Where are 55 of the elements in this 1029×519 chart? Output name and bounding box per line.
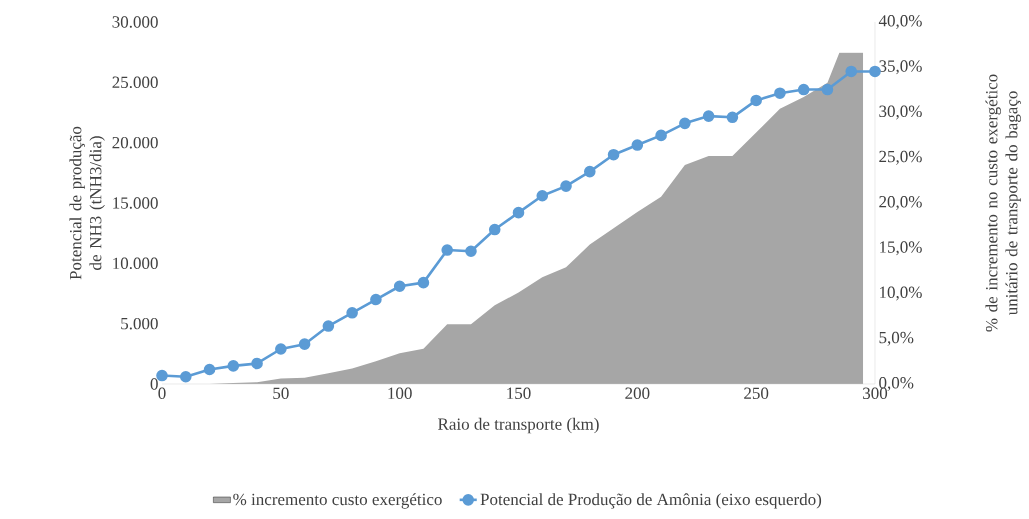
x-tick-label: 100 bbox=[388, 387, 412, 399]
point bbox=[298, 338, 311, 350]
point bbox=[774, 87, 786, 99]
point bbox=[275, 343, 287, 355]
point bbox=[417, 276, 430, 289]
point bbox=[465, 245, 477, 258]
point bbox=[346, 307, 358, 319]
point bbox=[845, 65, 858, 78]
y-tick-label: 30.000 bbox=[112, 16, 158, 28]
point bbox=[726, 111, 739, 124]
x-tick-label: 250 bbox=[744, 387, 769, 399]
point bbox=[655, 129, 667, 142]
y2-tick-label: 5,0% bbox=[879, 331, 914, 346]
y2-tick-label: 35,0% bbox=[879, 60, 922, 75]
y2-tick-label: 10,0% bbox=[880, 286, 922, 301]
y2-axis-title: % de incremento no custo exergético unitário de transporte do bagaço bbox=[985, 74, 1021, 332]
point bbox=[203, 363, 216, 376]
point bbox=[797, 83, 810, 96]
x-tick-label: 150 bbox=[507, 387, 531, 399]
point bbox=[251, 357, 263, 370]
point bbox=[560, 180, 572, 192]
y-tick-label: 15.000 bbox=[113, 197, 158, 209]
y-tick-label: 0 bbox=[150, 378, 158, 390]
y2-tick-label: 30,0% bbox=[879, 105, 922, 120]
y-tick-label: 25.000 bbox=[112, 76, 158, 89]
point bbox=[631, 139, 644, 151]
y2-tick-label: 15,0% bbox=[880, 241, 922, 256]
point bbox=[536, 189, 549, 202]
point bbox=[488, 223, 501, 236]
y-tick-label: 5.000 bbox=[121, 317, 158, 330]
x-tick-label: 50 bbox=[273, 387, 289, 399]
point bbox=[750, 94, 762, 107]
point bbox=[322, 320, 335, 332]
x-axis-title: Raio de transporte (km) bbox=[438, 417, 599, 434]
y-axis-title: Potencial de produção de NH3 (tNH3/dia) bbox=[69, 126, 105, 280]
x-tick-label: 0 bbox=[158, 387, 166, 399]
point bbox=[512, 206, 525, 219]
point bbox=[584, 165, 596, 178]
point bbox=[393, 280, 406, 293]
y-tick-label: 10.000 bbox=[113, 257, 158, 270]
point bbox=[227, 360, 240, 372]
legend-label: Potencial de Produção de Amônia (eixo esquerdo) bbox=[480, 493, 822, 509]
y2-tick-label: 20,0% bbox=[879, 196, 922, 210]
point bbox=[179, 370, 192, 383]
x-tick-label: 200 bbox=[625, 387, 650, 399]
point bbox=[607, 148, 620, 161]
point bbox=[679, 117, 691, 130]
point bbox=[702, 110, 715, 122]
point bbox=[821, 83, 834, 96]
y-tick-label: 20.000 bbox=[112, 136, 158, 149]
y2-tick-label: 40,0% bbox=[878, 15, 922, 29]
legend-label: % incremento custo exergético bbox=[233, 493, 442, 509]
point bbox=[441, 244, 453, 256]
y2-tick-label: 25,0% bbox=[879, 150, 922, 165]
point bbox=[370, 293, 382, 306]
